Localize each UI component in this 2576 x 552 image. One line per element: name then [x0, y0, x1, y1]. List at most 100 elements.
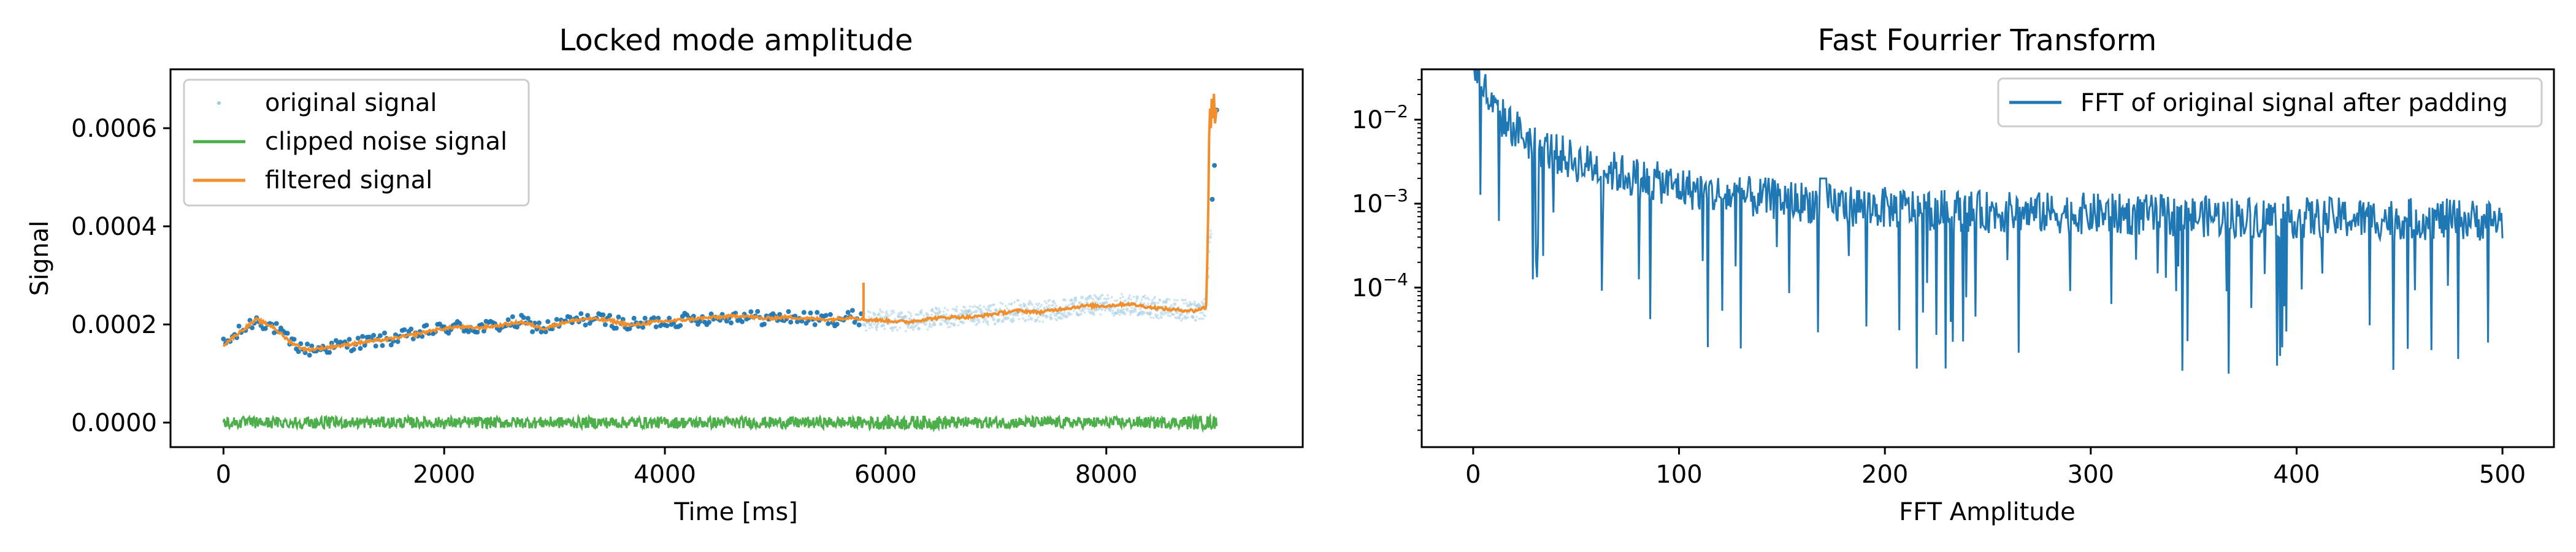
legend-noise-label: clipped noise signal	[265, 128, 507, 156]
left-x-tick-label: 4000	[634, 461, 696, 489]
original-signal-point	[786, 309, 791, 314]
original-signal-point	[1140, 298, 1143, 301]
left-chart-title: Locked mode amplitude	[559, 23, 913, 58]
left-legend: original signal clipped noise signal fil…	[183, 79, 530, 207]
original-signal-point	[931, 308, 934, 310]
original-signal-point	[899, 326, 902, 329]
original-signal-point	[1010, 302, 1013, 305]
original-signal-point	[1203, 315, 1206, 318]
original-signal-point	[382, 331, 387, 335]
original-signal-point	[424, 323, 429, 328]
original-signal-point	[1071, 299, 1073, 302]
original-signal-point	[992, 317, 996, 321]
original-signal-point	[897, 312, 900, 315]
original-signal-point	[613, 326, 619, 331]
original-signal-point	[963, 313, 965, 316]
right-x-axis-label: FFT Amplitude	[1899, 498, 2075, 526]
left-y-tick-label: 0.0004	[71, 213, 157, 241]
original-signal-point	[992, 304, 995, 307]
original-signal-point	[1103, 297, 1106, 300]
original-signal-point	[870, 316, 873, 319]
original-signal-point	[481, 328, 486, 334]
original-signal-point	[788, 320, 794, 325]
original-signal-point	[1140, 301, 1143, 304]
original-signal-point	[1083, 311, 1086, 314]
original-signal-point	[956, 305, 959, 309]
original-signal-point	[981, 310, 984, 313]
original-signal-point	[1017, 299, 1020, 302]
original-signal-point	[1126, 308, 1129, 310]
original-signal-point	[1051, 304, 1054, 307]
original-signal-point	[1114, 299, 1117, 302]
original-signal-point	[951, 308, 954, 310]
original-signal-point	[1173, 299, 1176, 302]
original-signal-point	[327, 350, 332, 355]
original-signal-point	[995, 310, 998, 312]
original-signal-point	[1101, 294, 1104, 296]
original-signal-point	[377, 333, 383, 339]
original-signal-point	[296, 349, 301, 355]
original-signal-point	[799, 318, 805, 324]
original-signal-point	[1208, 235, 1212, 239]
original-signal-point	[1028, 299, 1031, 302]
original-signal-point	[933, 323, 937, 326]
original-signal-point	[1143, 302, 1146, 305]
original-signal-point	[1124, 313, 1127, 316]
original-signal-point	[1057, 316, 1060, 319]
original-signal-point	[545, 319, 551, 324]
original-signal-point	[408, 326, 414, 332]
left-axis-ticks: 0 2000 4000 6000 8000 0.0000 0.0002 0.0004 0.000…	[71, 115, 1138, 489]
original-signal-point	[1159, 299, 1162, 302]
original-signal-point	[1116, 308, 1119, 311]
original-signal-point	[1141, 313, 1144, 316]
original-signal-point	[1109, 310, 1112, 312]
original-signal-point	[1064, 311, 1067, 314]
original-signal-point	[1149, 313, 1152, 315]
original-signal-point	[1018, 318, 1021, 321]
original-signal-point	[1178, 313, 1181, 316]
original-signal-point	[872, 311, 875, 314]
original-signal-point	[994, 322, 997, 325]
original-signal-point	[667, 315, 672, 321]
original-signal-point	[1001, 302, 1004, 305]
original-signal-point	[1119, 297, 1122, 300]
original-signal-point	[1168, 315, 1171, 318]
original-signal-point	[1141, 310, 1146, 315]
original-signal-point	[1078, 301, 1082, 305]
original-signal-point	[1197, 302, 1200, 305]
original-signal-point	[812, 322, 818, 328]
left-plot-frame	[169, 68, 1304, 448]
original-signal-point	[907, 310, 910, 313]
original-signal-point	[651, 315, 657, 321]
original-signal-point	[515, 324, 519, 330]
original-signal-point	[1135, 298, 1138, 301]
original-signal-point	[920, 309, 923, 312]
original-signal-point	[898, 315, 901, 318]
original-signal-point	[997, 320, 1000, 323]
original-signal-point	[585, 313, 591, 318]
original-signal-point	[1135, 300, 1138, 303]
original-signal-point	[1153, 296, 1156, 299]
original-signal-point	[1180, 319, 1183, 322]
right-y-tick-label: 10−3	[1352, 185, 1408, 218]
original-signal-point	[913, 326, 916, 329]
original-signal-point	[1033, 306, 1036, 309]
original-signal-point	[899, 311, 903, 315]
original-signal-point	[578, 311, 584, 316]
original-signal-point	[1029, 316, 1033, 321]
original-signal-point	[1037, 316, 1040, 319]
original-signal-point	[896, 329, 899, 331]
original-signal-point	[1104, 301, 1108, 305]
original-signal-point	[989, 309, 992, 312]
original-signal-point	[1149, 316, 1152, 319]
original-signal-point	[894, 318, 897, 320]
original-signal-point	[627, 326, 632, 331]
original-signal-point	[917, 313, 920, 316]
left-x-tick-label: 6000	[854, 461, 917, 489]
original-signal-point	[1027, 315, 1030, 318]
original-signal-point	[891, 329, 894, 332]
original-signal-point	[1182, 299, 1185, 302]
original-signal-point	[941, 319, 944, 322]
original-signal-point	[1178, 317, 1181, 320]
original-signal-point	[1016, 314, 1019, 317]
